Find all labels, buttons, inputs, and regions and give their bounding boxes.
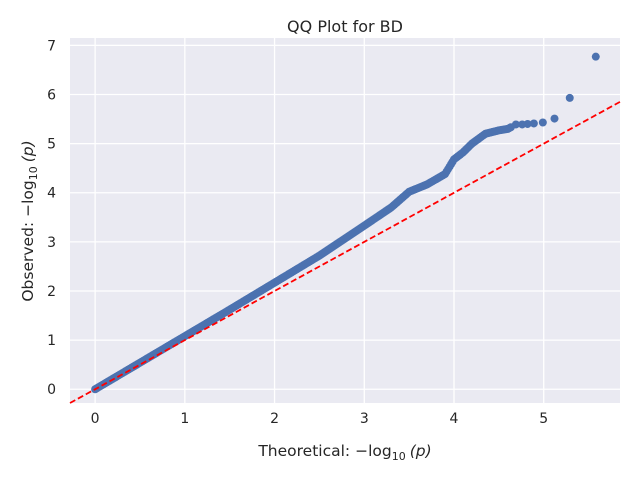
data-point (523, 119, 532, 128)
tick-labels: 0 1 2 3 4 5 0 1 2 3 4 5 6 7 (47, 38, 548, 427)
reference-line-group (69, 101, 621, 404)
chart-title: QQ Plot for BD (287, 17, 403, 36)
x-tick-label: 4 (450, 411, 459, 427)
x-tick-label: 5 (539, 411, 548, 427)
y-tick-label: 4 (47, 186, 56, 202)
data-point (511, 120, 520, 129)
data-point (538, 118, 547, 127)
y-tick-label: 3 (47, 235, 56, 251)
x-tick-label: 1 (180, 411, 189, 427)
x-tick-label: 2 (270, 411, 279, 427)
reference-line (69, 101, 621, 404)
x-tick-label: 3 (360, 411, 369, 427)
data-point (550, 114, 559, 123)
data-point (591, 52, 600, 61)
x-axis-label: Theoretical: −log10 (p) (257, 442, 431, 463)
y-tick-label: 2 (47, 284, 56, 300)
y-tick-label: 7 (47, 38, 56, 54)
y-tick-label: 6 (47, 87, 56, 103)
plot-area (70, 38, 620, 403)
y-tick-label: 0 (47, 382, 56, 398)
data-point (529, 119, 538, 128)
y-tick-label: 5 (47, 137, 56, 153)
x-tick-label: 0 (91, 411, 100, 427)
data-points (91, 52, 600, 394)
y-axis-label: Observed: −log10(p) (19, 140, 40, 301)
data-point (565, 93, 574, 102)
y-tick-label: 1 (47, 333, 56, 349)
grid-lines (70, 38, 620, 403)
